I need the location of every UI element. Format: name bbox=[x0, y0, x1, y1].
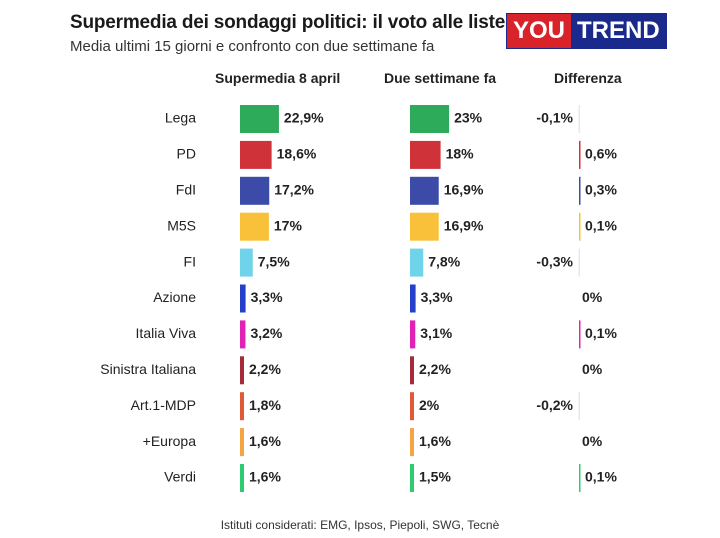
bar-difference bbox=[579, 320, 581, 349]
data-label-current: 7,5% bbox=[258, 253, 290, 269]
bar-previous bbox=[410, 248, 424, 277]
data-label-previous: 16,9% bbox=[444, 182, 484, 198]
bar-difference bbox=[578, 392, 580, 421]
bar-previous bbox=[410, 176, 439, 205]
data-label-previous: 2% bbox=[419, 397, 440, 413]
data-label-previous: 23% bbox=[454, 110, 483, 126]
bar-difference bbox=[578, 105, 580, 133]
bar-previous bbox=[410, 464, 414, 492]
data-label-difference: 0,1% bbox=[585, 217, 617, 233]
data-label-current: 1,6% bbox=[249, 433, 281, 449]
column-header-current: Supermedia 8 april bbox=[215, 70, 341, 86]
bar-previous bbox=[410, 140, 441, 169]
data-label-difference: 0% bbox=[582, 433, 603, 449]
bar-current bbox=[240, 464, 244, 492]
bar-current bbox=[240, 176, 270, 205]
data-label-difference: -0,3% bbox=[536, 253, 573, 269]
category-label: Art.1-MDP bbox=[131, 397, 196, 413]
data-label-previous: 2,2% bbox=[419, 361, 451, 377]
data-label-current: 3,2% bbox=[250, 325, 282, 341]
bar-previous bbox=[410, 212, 439, 241]
bar-current bbox=[240, 428, 244, 457]
bar-current bbox=[240, 284, 246, 313]
bar-previous bbox=[410, 356, 414, 385]
category-label: Lega bbox=[165, 110, 196, 126]
bar-previous bbox=[410, 428, 414, 457]
data-label-difference: -0,2% bbox=[536, 397, 573, 413]
data-label-current: 2,2% bbox=[249, 361, 281, 377]
bar-previous bbox=[410, 392, 414, 421]
category-label: FI bbox=[184, 253, 196, 269]
category-label: Italia Viva bbox=[136, 325, 197, 341]
column-header-previous: Due settimane fa bbox=[384, 70, 497, 86]
data-label-difference: 0,1% bbox=[585, 469, 617, 485]
data-label-previous: 3,1% bbox=[420, 325, 452, 341]
data-label-previous: 3,3% bbox=[421, 289, 453, 305]
category-label: PD bbox=[177, 146, 196, 162]
bar-current bbox=[240, 248, 253, 277]
data-label-previous: 18% bbox=[446, 146, 475, 162]
chart-footer-sources: Istituti considerati: EMG, Ipsos, Piepol… bbox=[220, 518, 500, 532]
bar-current bbox=[240, 212, 269, 241]
bar-difference bbox=[578, 248, 580, 277]
data-label-difference: 0,1% bbox=[585, 325, 617, 341]
data-label-current: 17,2% bbox=[274, 182, 314, 198]
bar-difference bbox=[579, 176, 581, 205]
youtrend-logo: YOU TREND bbox=[506, 13, 667, 49]
category-label: FdI bbox=[176, 182, 196, 198]
logo-you-text: YOU bbox=[507, 14, 572, 48]
category-label: +Europa bbox=[143, 433, 197, 449]
category-label: Verdi bbox=[164, 469, 196, 485]
data-label-current: 18,6% bbox=[277, 146, 317, 162]
bar-current bbox=[240, 105, 279, 133]
data-label-difference: 0% bbox=[582, 289, 603, 305]
data-label-difference: 0,6% bbox=[585, 146, 617, 162]
data-label-previous: 16,9% bbox=[444, 217, 484, 233]
data-label-difference: 0% bbox=[582, 361, 603, 377]
data-label-current: 1,8% bbox=[249, 397, 281, 413]
bar-difference bbox=[579, 212, 581, 241]
bar-previous bbox=[410, 284, 416, 313]
data-label-current: 1,6% bbox=[249, 469, 281, 485]
bar-current bbox=[240, 320, 246, 349]
column-header-difference: Differenza bbox=[554, 70, 622, 86]
data-label-current: 3,3% bbox=[251, 289, 283, 305]
bar-previous bbox=[410, 320, 416, 349]
bar-current bbox=[240, 140, 272, 169]
chart-title: Supermedia dei sondaggi politici: il vot… bbox=[70, 12, 506, 33]
data-label-previous: 7,8% bbox=[428, 253, 460, 269]
data-label-current: 22,9% bbox=[284, 110, 324, 126]
data-label-previous: 1,5% bbox=[419, 469, 451, 485]
chart-subtitle: Media ultimi 15 giorni e confronto con d… bbox=[70, 38, 435, 55]
bar-difference bbox=[579, 464, 581, 492]
data-label-previous: 1,6% bbox=[419, 433, 451, 449]
bar-current bbox=[240, 392, 244, 421]
bar-current bbox=[240, 356, 244, 385]
logo-trend-text: TREND bbox=[571, 14, 666, 48]
category-label: Sinistra Italiana bbox=[100, 361, 196, 377]
bar-previous bbox=[410, 105, 450, 133]
data-label-current: 17% bbox=[274, 217, 303, 233]
data-label-difference: 0,3% bbox=[585, 182, 617, 198]
category-label: M5S bbox=[167, 217, 196, 233]
category-label: Azione bbox=[153, 289, 196, 305]
bar-difference bbox=[579, 140, 581, 169]
data-label-difference: -0,1% bbox=[536, 110, 573, 126]
